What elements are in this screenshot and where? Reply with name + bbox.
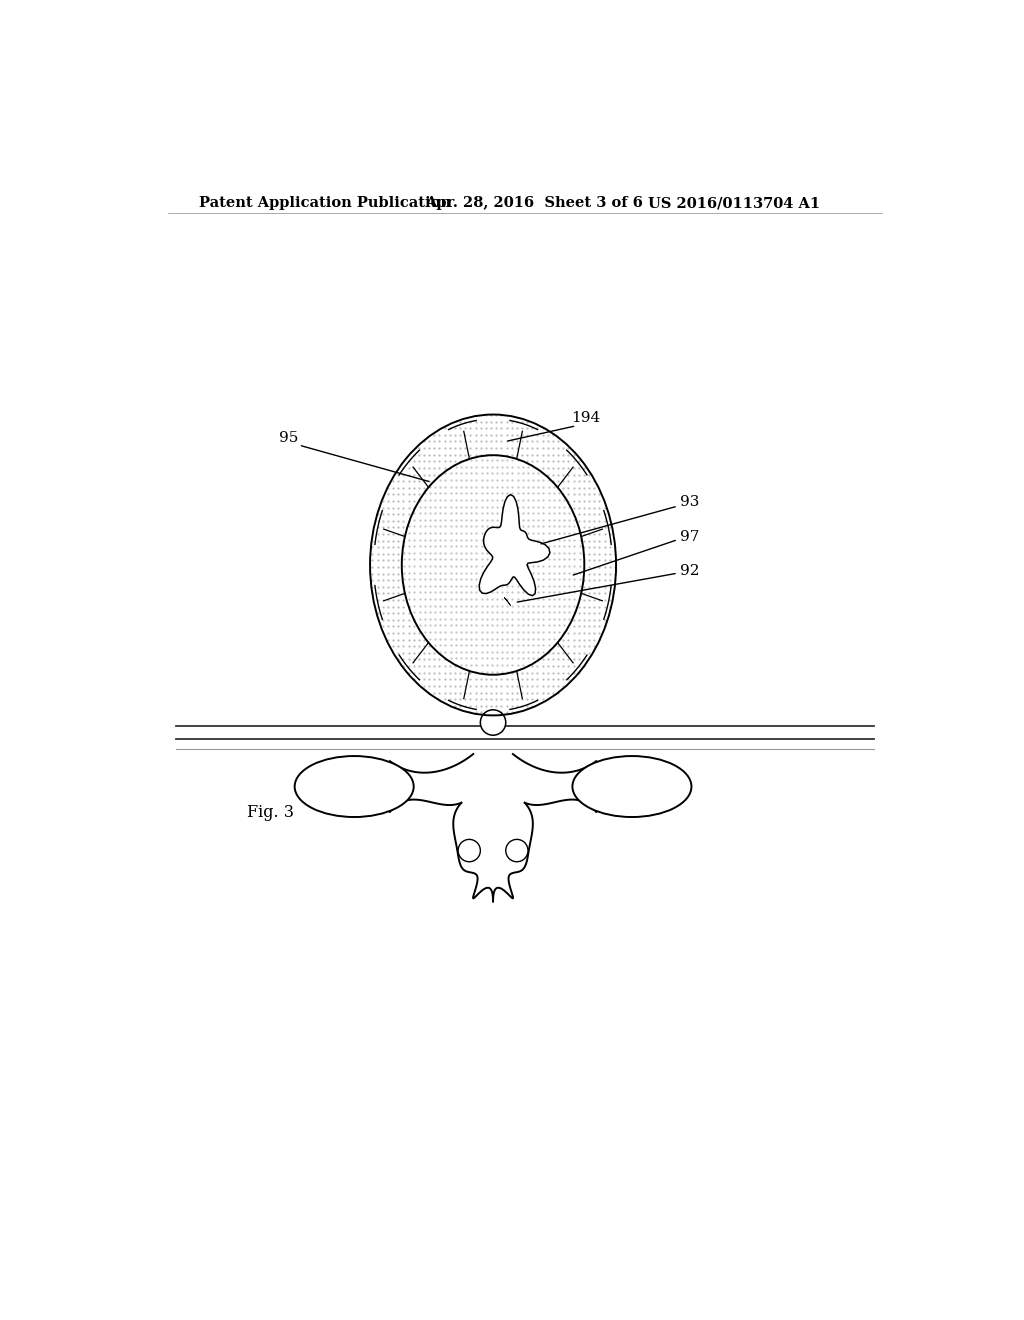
Polygon shape [504, 598, 511, 606]
Text: 92: 92 [680, 564, 699, 578]
Text: Fig. 3: Fig. 3 [247, 804, 294, 821]
Ellipse shape [295, 756, 414, 817]
Ellipse shape [572, 756, 691, 817]
Text: US 2016/0113704 A1: US 2016/0113704 A1 [648, 195, 820, 210]
Text: Patent Application Publication: Patent Application Publication [200, 195, 452, 210]
Text: 95: 95 [279, 430, 298, 445]
Ellipse shape [506, 840, 528, 862]
Text: Apr. 28, 2016  Sheet 3 of 6: Apr. 28, 2016 Sheet 3 of 6 [426, 195, 643, 210]
Polygon shape [418, 754, 568, 803]
Ellipse shape [480, 710, 506, 735]
Text: 93: 93 [680, 495, 699, 510]
Text: 194: 194 [570, 411, 600, 425]
Text: 97: 97 [680, 529, 699, 544]
Polygon shape [479, 495, 550, 595]
Ellipse shape [458, 840, 480, 862]
